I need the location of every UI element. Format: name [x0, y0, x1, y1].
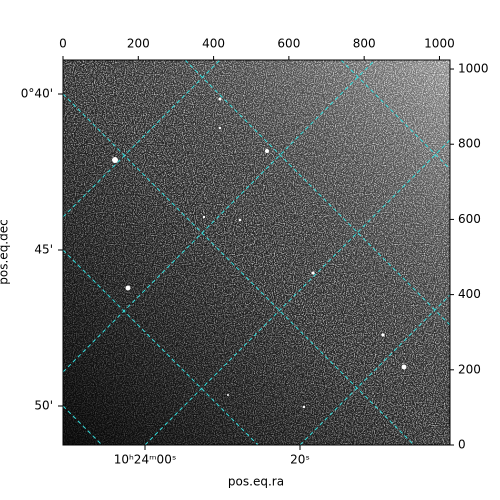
ra-tick-label: 20ˢ — [290, 453, 310, 467]
y-tick-label: 600 — [458, 212, 481, 226]
world-ticks — [58, 93, 301, 450]
x-axis-label: pos.eq.ra — [228, 475, 284, 489]
image — [63, 60, 450, 445]
dec-tick-label: 0°40' — [21, 87, 53, 101]
y-tick-label: 1000 — [458, 62, 489, 76]
y-tick-label: 0 — [458, 438, 466, 452]
ra-tick-label: 10ʰ24ᵐ00ˢ — [114, 453, 177, 467]
x-tick-label: 800 — [353, 37, 376, 51]
y-tick-label: 800 — [458, 137, 481, 151]
dec-tick-label: 50' — [34, 399, 53, 413]
frame — [62, 59, 451, 446]
dec-tick-label: 45' — [34, 243, 53, 257]
y-axis-label: pos.eq.dec — [0, 219, 11, 284]
x-tick-label: 400 — [202, 37, 225, 51]
stars — [112, 97, 407, 409]
x-tick-label: 0 — [59, 37, 67, 51]
x-tick-label: 200 — [127, 37, 150, 51]
x-tick-label: 600 — [277, 37, 300, 51]
y-tick-label: 400 — [458, 287, 481, 301]
y-tick-label: 200 — [458, 362, 481, 376]
coordinate-grid — [63, 60, 450, 445]
x-tick-label: 1000 — [424, 37, 455, 51]
